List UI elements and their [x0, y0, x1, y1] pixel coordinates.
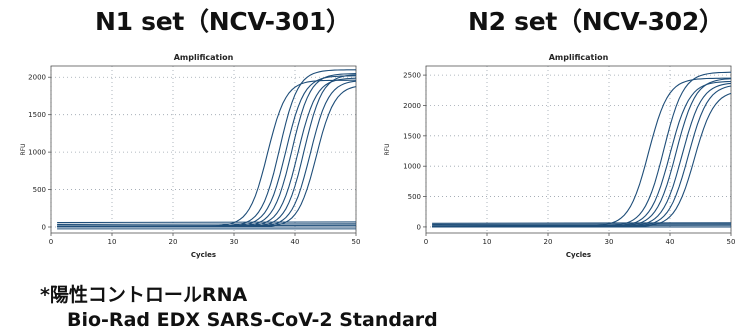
x-tick-label: 0	[49, 238, 53, 246]
y-tick-label: 2500	[403, 72, 421, 80]
y-tick-label: 1500	[28, 111, 46, 119]
x-tick-label: 0	[424, 238, 428, 246]
positive-control-note: *陽性コントロールRNA	[40, 284, 248, 306]
y-tick-label: 0	[417, 223, 421, 231]
amplification-curve	[432, 92, 732, 228]
x-axis-label: Cycles	[191, 251, 216, 259]
y-tick-label: 1000	[403, 163, 421, 171]
x-tick-label: 10	[108, 238, 117, 246]
y-tick-label: 1000	[28, 149, 46, 157]
amplification-curve	[432, 71, 732, 227]
amplification-curve	[57, 86, 357, 228]
x-axis-label: Cycles	[566, 251, 591, 259]
amplification-curve	[432, 78, 732, 228]
x-tick-label: 40	[666, 238, 675, 246]
baseline-curve	[57, 221, 357, 224]
y-axis-label: RFU	[384, 143, 391, 155]
amplification-curve	[57, 80, 357, 228]
y-tick-label: 1500	[403, 132, 421, 140]
amplification-curve	[432, 85, 732, 228]
chart-title: Amplification	[174, 53, 234, 62]
x-tick-label: 40	[291, 238, 300, 246]
y-axis-label: RFU	[20, 143, 27, 155]
plot-area	[425, 65, 732, 234]
amplification-curve	[57, 79, 356, 227]
y-tick-label: 500	[408, 193, 421, 201]
amplification-curve	[432, 80, 732, 228]
chart-title: Amplification	[549, 53, 609, 62]
baseline-curve	[57, 223, 357, 225]
x-tick-label: 20	[544, 238, 553, 246]
right-panel-title: N2 set（NCV-302）	[468, 7, 724, 36]
y-tick-label: 500	[33, 186, 46, 194]
y-tick-label: 2000	[28, 74, 46, 82]
left-panel-title: N1 set（NCV-301）	[95, 7, 351, 36]
x-tick-label: 30	[605, 238, 614, 246]
x-tick-label: 20	[169, 238, 178, 246]
x-tick-label: 10	[483, 238, 492, 246]
y-tick-label: 2000	[403, 102, 421, 110]
x-tick-label: 50	[352, 238, 361, 246]
x-tick-label: 30	[230, 238, 239, 246]
plot-area	[50, 65, 357, 234]
y-tick-label: 0	[42, 224, 46, 232]
standard-name-note: Bio-Rad EDX SARS-CoV-2 Standard	[67, 309, 438, 331]
amplification-curve	[432, 77, 731, 227]
x-tick-label: 50	[727, 238, 736, 246]
